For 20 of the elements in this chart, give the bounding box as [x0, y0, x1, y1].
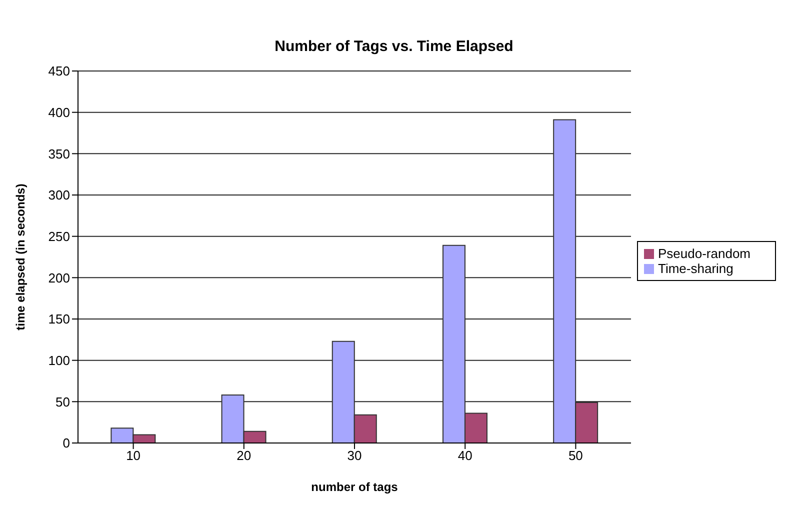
x-tick-label: 40: [458, 448, 472, 464]
x-tick-label: 50: [568, 448, 583, 464]
y-tick-label: 300: [48, 188, 70, 203]
y-tick-label: 50: [56, 394, 70, 410]
y-axis-title: time elapsed (in seconds): [13, 184, 28, 330]
x-axis-title: number of tags: [311, 480, 398, 494]
y-tick-label: 350: [48, 146, 70, 162]
y-tick-label: 250: [48, 228, 70, 244]
legend-label: Time-sharing: [658, 260, 734, 276]
y-tick-label: 400: [48, 104, 70, 120]
x-tick-label: 10: [126, 448, 141, 464]
x-tick-label: 30: [347, 448, 362, 464]
y-tick-label: 100: [48, 352, 70, 368]
legend-label: Pseudo-random: [658, 246, 750, 260]
chart-title: Number of Tags vs. Time Elapsed: [274, 38, 514, 55]
y-tick-label: 200: [48, 270, 70, 286]
y-tick-label: 450: [48, 64, 70, 79]
x-tick-label: 20: [236, 448, 252, 464]
y-tick-label: 0: [62, 436, 70, 451]
y-tick-label: 150: [48, 312, 70, 327]
